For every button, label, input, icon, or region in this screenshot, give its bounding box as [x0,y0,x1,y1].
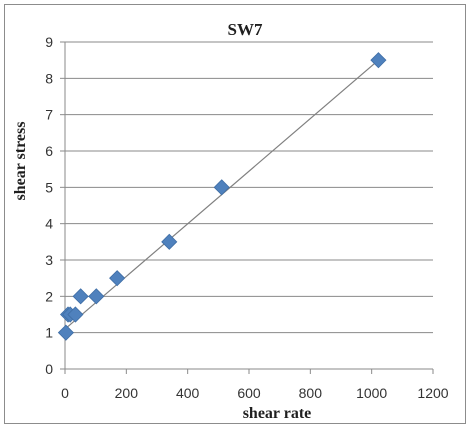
x-tick-label: 600 [237,385,261,401]
data-point [57,324,74,341]
x-tick-label: 800 [299,385,323,401]
grid-lines [65,41,433,334]
y-axis-title: shear stress [12,122,29,201]
y-tick-label: 0 [45,361,53,377]
y-tick-label: 6 [45,143,53,159]
y-tick-label: 5 [45,179,53,195]
data-point [109,270,126,287]
x-tick-label: 200 [115,385,139,401]
data-point [161,233,178,250]
y-tick-label: 3 [45,252,53,268]
y-tick-label: 7 [45,107,53,123]
x-tick-label: 400 [176,385,200,401]
scatter-chart: 0 200 400 600 800 1000 1200 0 1 2 3 4 5 6 7 8 9 SW7 she… [12,20,449,422]
data-point [72,288,89,305]
y-tick-label: 1 [45,325,53,341]
x-tick-label: 1200 [417,385,448,401]
data-point [213,179,230,196]
x-tick-label: 0 [61,385,69,401]
axes [60,41,434,374]
data-point [370,52,387,69]
data-points [57,52,387,341]
x-tick-label: 1000 [356,385,387,401]
data-point [67,306,84,323]
y-tick-label: 9 [45,34,53,50]
y-tick-label: 2 [45,288,53,304]
x-axis-title: shear rate [243,405,312,422]
data-point [88,288,105,305]
y-tick-label: 4 [45,216,53,232]
x-tick-labels: 0 200 400 600 800 1000 1200 [61,385,449,401]
y-tick-labels: 0 1 2 3 4 5 6 7 8 9 [45,34,53,377]
chart-title: SW7 [228,20,263,39]
y-tick-label: 8 [45,70,53,86]
chart-frame: 0 200 400 600 800 1000 1200 0 1 2 3 4 5 6 7 8 9 SW7 she… [4,4,466,424]
